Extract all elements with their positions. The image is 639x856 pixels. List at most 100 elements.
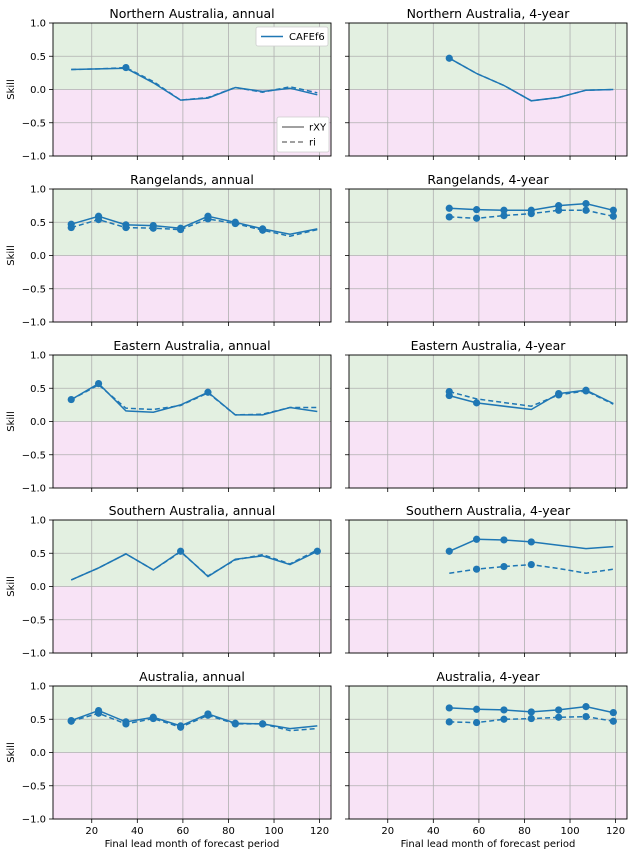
significant-marker [555, 713, 563, 721]
significant-marker [500, 706, 508, 714]
legend-label-ri: ri [309, 138, 316, 149]
series-line-ri [70, 383, 318, 416]
y-tick-label: 1.0 [30, 19, 46, 30]
panel-10: 20 40 60 80 100 120 Australia, 4-year Final lea… [345, 669, 628, 850]
y-axis-label: Skill [6, 742, 17, 762]
panel-title: Australia, annual [139, 669, 245, 684]
significant-marker [149, 714, 157, 723]
significant-marker [500, 536, 508, 544]
y-tick-label: −0.5 [22, 615, 46, 626]
panel-7: −1.0 −0.5 0.0 0.5 1.0 Southern Australia, ann… [6, 503, 332, 660]
significant-marker [445, 718, 453, 726]
x-tick-label: 120 [606, 826, 625, 837]
y-tick-label: −1.0 [22, 815, 46, 826]
x-tick-label: 60 [473, 826, 486, 837]
significant-marker [582, 200, 590, 208]
y-tick-label: 1.0 [30, 351, 46, 362]
significant-marker [555, 706, 563, 714]
significant-marker [149, 224, 157, 232]
significant-marker [527, 538, 535, 546]
y-axis-label: Skill [6, 79, 17, 99]
significant-marker [445, 213, 453, 221]
series-line-ri [448, 57, 614, 102]
significant-marker [177, 723, 185, 731]
panel-6: Eastern Australia, 4-year [345, 338, 628, 492]
series-line-rXY [70, 215, 318, 235]
x-tick-label: 80 [222, 826, 235, 837]
legend-box [255, 26, 329, 47]
significant-marker [204, 711, 212, 719]
panel-title: Southern Australia, annual [109, 503, 276, 518]
panel-title: Eastern Australia, 4-year [411, 338, 567, 353]
series-line-ri [70, 218, 318, 237]
significant-marker [445, 704, 453, 712]
panel-4: Rangelands, 4-year [345, 172, 628, 326]
x-tick-label: 120 [310, 826, 329, 837]
panel-title: Southern Australia, 4-year [406, 503, 571, 518]
significant-marker [500, 206, 508, 214]
significant-marker [473, 565, 481, 573]
panel-5: −1.0 −0.5 0.0 0.5 1.0 Eastern Australia, annu… [6, 338, 332, 495]
significant-marker [473, 214, 481, 222]
legend-model: CAFEf6 [255, 26, 329, 47]
y-tick-label: 0.5 [30, 715, 46, 726]
significant-marker [609, 709, 617, 717]
panel-title: Rangelands, 4-year [427, 172, 549, 187]
panel-9: 20 40 60 80 100 120 −1.0 −0.5 0.0 0.5 1.0 Australia… [6, 669, 332, 850]
y-tick-label: 0.5 [30, 52, 46, 63]
significant-marker [94, 709, 103, 717]
y-tick-label: 1.0 [30, 682, 46, 693]
significant-marker [527, 714, 535, 723]
x-tick-label: 60 [177, 826, 190, 837]
y-tick-label: −0.5 [22, 781, 46, 792]
significant-marker [473, 399, 481, 407]
y-tick-label: −1.0 [22, 318, 46, 329]
y-tick-label: −1.0 [22, 152, 46, 163]
y-tick-label: 0.5 [30, 384, 46, 395]
y-tick-label: 0.5 [30, 218, 46, 229]
panel-8: Southern Australia, 4-year [345, 503, 628, 657]
x-tick-label: 20 [381, 826, 394, 837]
significant-marker [445, 204, 453, 212]
significant-marker [231, 219, 239, 228]
significant-marker [204, 215, 212, 223]
panel-title: Australia, 4-year [436, 669, 540, 684]
x-tick-label: 40 [427, 826, 440, 837]
significant-marker [313, 547, 321, 555]
panel-title: Northern Australia, 4-year [407, 6, 571, 21]
y-tick-label: 0.0 [30, 85, 46, 96]
panel-2: Northern Australia, 4-year [345, 6, 628, 160]
y-tick-label: 0.0 [30, 582, 46, 593]
significant-marker [445, 547, 453, 555]
significant-marker [204, 388, 212, 396]
significant-marker [122, 223, 130, 232]
significant-marker [473, 535, 481, 543]
significant-marker [445, 391, 453, 400]
series-line-rXY [70, 550, 318, 581]
series-line-rXY [70, 709, 318, 730]
significant-marker [582, 387, 590, 395]
y-tick-label: −0.5 [22, 284, 46, 295]
legend-box [276, 116, 330, 153]
panel-title: Rangelands, annual [130, 172, 254, 187]
series-line-ri [71, 66, 318, 101]
y-tick-label: −0.5 [22, 450, 46, 461]
series-line-ri [449, 390, 614, 407]
panel-title: Eastern Australia, annual [113, 338, 270, 353]
y-tick-label: −1.0 [22, 484, 46, 495]
significant-marker [67, 223, 75, 232]
series-line-ri [70, 712, 318, 732]
significant-marker [67, 395, 75, 404]
y-tick-label: 0.0 [30, 748, 46, 759]
significant-marker [259, 226, 267, 234]
significant-marker [177, 547, 185, 555]
significant-marker [473, 206, 481, 214]
x-tick-label: 100 [560, 826, 579, 837]
x-tick-label: 20 [85, 826, 98, 837]
significant-marker [555, 206, 563, 214]
significant-marker [177, 225, 185, 234]
y-tick-label: 1.0 [30, 516, 46, 527]
significant-marker [609, 206, 617, 214]
significant-marker [582, 703, 590, 711]
